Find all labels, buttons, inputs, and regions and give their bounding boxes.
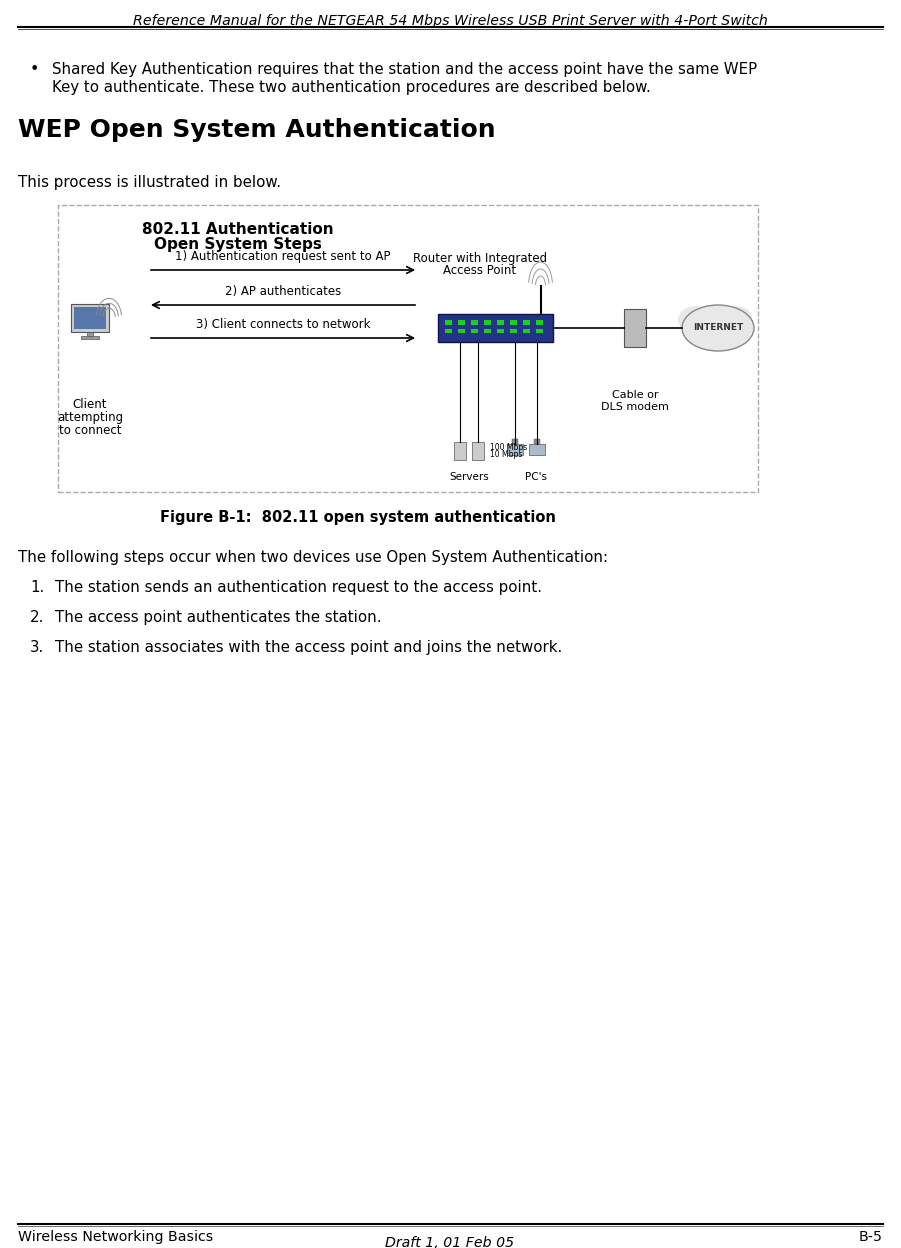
Ellipse shape bbox=[719, 326, 747, 346]
Text: 802.11 Authentication: 802.11 Authentication bbox=[142, 222, 333, 237]
Bar bbox=[507, 444, 523, 456]
Bar bbox=[470, 319, 478, 324]
Text: Servers: Servers bbox=[449, 472, 489, 482]
Bar bbox=[444, 319, 451, 324]
Bar bbox=[496, 329, 504, 333]
Text: The station associates with the access point and joins the network.: The station associates with the access p… bbox=[55, 640, 562, 655]
Text: 1) Authentication request sent to AP: 1) Authentication request sent to AP bbox=[176, 250, 391, 263]
Text: INTERNET: INTERNET bbox=[693, 323, 743, 332]
Text: The access point authenticates the station.: The access point authenticates the stati… bbox=[55, 610, 381, 625]
Text: 100 Mbps: 100 Mbps bbox=[490, 443, 527, 452]
Text: Open System Steps: Open System Steps bbox=[154, 237, 322, 252]
Bar bbox=[523, 319, 530, 324]
Ellipse shape bbox=[682, 305, 754, 351]
Text: Router with Integrated: Router with Integrated bbox=[413, 252, 547, 265]
Text: Key to authenticate. These two authentication procedures are described below.: Key to authenticate. These two authentic… bbox=[52, 80, 651, 95]
Bar bbox=[454, 442, 466, 461]
Text: Shared Key Authentication requires that the station and the access point have th: Shared Key Authentication requires that … bbox=[52, 62, 757, 77]
Text: 3.: 3. bbox=[30, 640, 44, 655]
Text: 1.: 1. bbox=[30, 580, 44, 595]
Bar bbox=[484, 319, 490, 324]
Text: B-5: B-5 bbox=[859, 1231, 883, 1244]
Text: 2) AP authenticates: 2) AP authenticates bbox=[225, 285, 341, 298]
Bar bbox=[484, 329, 490, 333]
Ellipse shape bbox=[685, 326, 715, 346]
Text: Reference Manual for the NETGEAR 54 Mbps Wireless USB Print Server with 4-Port S: Reference Manual for the NETGEAR 54 Mbps… bbox=[132, 14, 768, 27]
Text: Wireless Networking Basics: Wireless Networking Basics bbox=[18, 1231, 214, 1244]
Text: 10 Mbps: 10 Mbps bbox=[490, 451, 523, 459]
Text: PC's: PC's bbox=[525, 472, 547, 482]
Text: DLS modem: DLS modem bbox=[601, 402, 669, 412]
Text: This process is illustrated in below.: This process is illustrated in below. bbox=[18, 175, 281, 190]
Ellipse shape bbox=[720, 306, 752, 329]
Bar bbox=[444, 329, 451, 333]
Text: Figure B-1:  802.11 open system authentication: Figure B-1: 802.11 open system authentic… bbox=[160, 510, 556, 525]
Text: Draft 1, 01 Feb 05: Draft 1, 01 Feb 05 bbox=[386, 1236, 514, 1248]
Bar bbox=[496, 319, 504, 324]
Bar bbox=[74, 307, 106, 329]
Bar bbox=[512, 439, 518, 444]
Text: The following steps occur when two devices use Open System Authentication:: The following steps occur when two devic… bbox=[18, 550, 608, 565]
Text: Client: Client bbox=[73, 398, 107, 411]
Bar bbox=[529, 444, 545, 456]
Text: 2.: 2. bbox=[30, 610, 44, 625]
Text: to connect: to connect bbox=[59, 424, 122, 437]
Bar bbox=[470, 329, 478, 333]
Bar bbox=[87, 332, 93, 337]
Text: Access Point: Access Point bbox=[443, 265, 516, 277]
Bar bbox=[535, 319, 542, 324]
Text: WEP Open System Authentication: WEP Open System Authentication bbox=[18, 119, 496, 142]
Bar bbox=[71, 305, 109, 332]
Bar bbox=[438, 314, 552, 342]
Bar bbox=[58, 205, 758, 492]
Bar bbox=[534, 439, 540, 444]
Text: attempting: attempting bbox=[57, 411, 123, 424]
Bar bbox=[509, 329, 516, 333]
Ellipse shape bbox=[678, 306, 714, 334]
Bar bbox=[509, 319, 516, 324]
Bar bbox=[624, 310, 646, 347]
Text: 3) Client connects to network: 3) Client connects to network bbox=[196, 318, 370, 331]
Bar bbox=[472, 442, 484, 461]
Bar bbox=[523, 329, 530, 333]
Text: Cable or: Cable or bbox=[612, 389, 659, 401]
Text: •: • bbox=[30, 62, 40, 77]
Bar bbox=[458, 329, 465, 333]
Bar bbox=[535, 329, 542, 333]
Bar bbox=[458, 319, 465, 324]
Bar bbox=[81, 336, 99, 339]
Text: The station sends an authentication request to the access point.: The station sends an authentication requ… bbox=[55, 580, 542, 595]
